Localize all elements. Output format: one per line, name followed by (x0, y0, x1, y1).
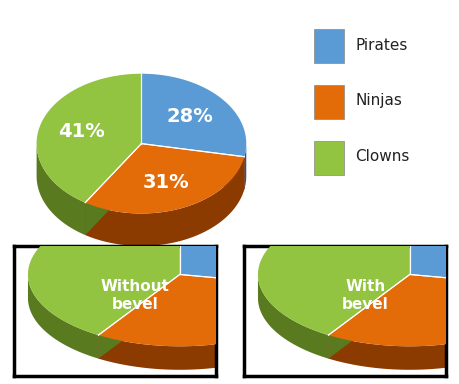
Polygon shape (328, 275, 331, 311)
Text: 31%: 31% (143, 172, 189, 192)
Text: With
bevel: With bevel (341, 279, 388, 311)
Polygon shape (257, 275, 328, 359)
Polygon shape (28, 203, 179, 335)
Polygon shape (37, 74, 141, 203)
Polygon shape (179, 203, 331, 288)
Polygon shape (328, 275, 459, 346)
Text: Ninjas: Ninjas (354, 93, 401, 108)
FancyBboxPatch shape (313, 29, 343, 63)
Polygon shape (98, 275, 179, 359)
Polygon shape (85, 144, 141, 235)
FancyBboxPatch shape (313, 85, 343, 119)
Polygon shape (28, 275, 98, 359)
Polygon shape (409, 275, 459, 311)
Polygon shape (244, 144, 246, 189)
Polygon shape (98, 275, 179, 359)
Polygon shape (141, 74, 246, 157)
Text: 28%: 28% (166, 108, 213, 126)
FancyBboxPatch shape (313, 141, 343, 175)
Polygon shape (328, 275, 409, 359)
Polygon shape (328, 275, 409, 359)
Polygon shape (257, 203, 409, 335)
Polygon shape (328, 288, 459, 370)
Polygon shape (85, 157, 244, 246)
Text: 41%: 41% (57, 122, 104, 141)
Polygon shape (141, 144, 244, 189)
Polygon shape (37, 144, 85, 235)
Polygon shape (98, 288, 328, 370)
Polygon shape (179, 275, 328, 311)
Polygon shape (85, 144, 244, 214)
Polygon shape (85, 144, 141, 235)
Polygon shape (409, 203, 459, 288)
Text: Pirates: Pirates (354, 38, 407, 53)
Polygon shape (141, 144, 244, 189)
Text: Clowns: Clowns (354, 149, 409, 164)
Text: Without
bevel: Without bevel (101, 279, 169, 311)
Polygon shape (179, 275, 328, 311)
Polygon shape (409, 275, 459, 311)
Polygon shape (98, 275, 328, 346)
